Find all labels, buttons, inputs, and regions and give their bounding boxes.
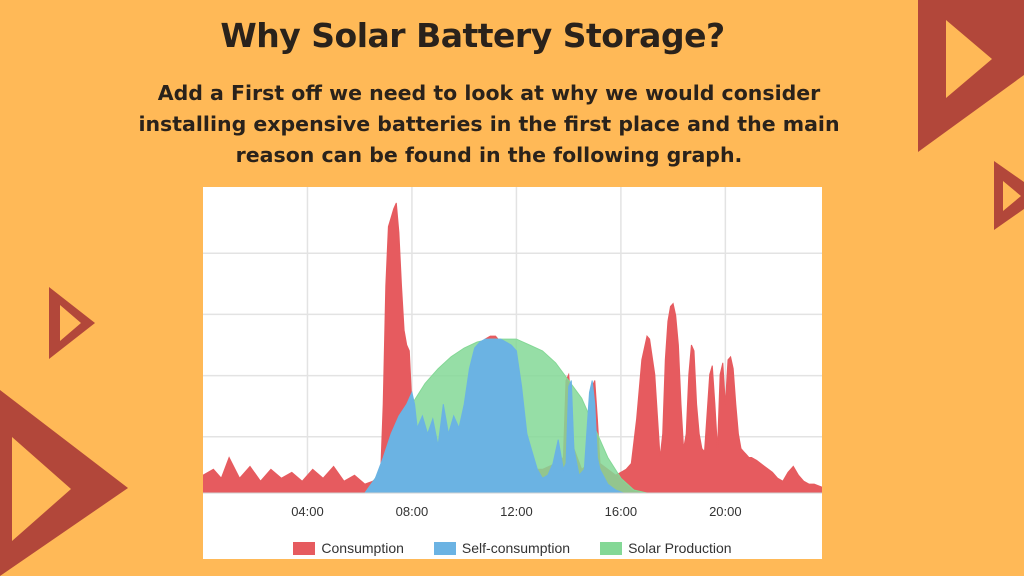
page-title: Why Solar Battery Storage? [220,16,725,55]
x-tick-label: 20:00 [709,504,742,519]
chart-canvas: 04:00 08:00 12:00 16:00 20:00 [203,187,822,519]
legend-swatch [293,541,316,555]
legend-swatch [600,541,623,555]
series-area-self-consumption [363,338,624,494]
x-tick-label: 12:00 [500,504,533,519]
energy-chart: 04:00 08:00 12:00 16:00 20:00 Consumption Sel… [203,187,822,559]
triangle-outline-bottom-left [0,390,128,576]
series-area-consumption [203,202,822,494]
x-tick-label: 16:00 [605,504,638,519]
x-tick-label: 04:00 [291,504,324,519]
page-subtitle: Add a First off we need to look at why w… [138,81,840,167]
x-tick-label: 08:00 [396,504,429,519]
legend-label: Consumption [321,540,404,556]
legend-label: Self-consumption [461,540,571,556]
legend-item[interactable]: Consumption [293,539,404,557]
legend-label: Solar Production [628,540,732,556]
legend-item[interactable]: Self-consumption [433,539,571,557]
triangle-outline-top-right [918,0,1024,152]
triangle-outline-left-small [49,287,95,359]
triangle-outline-right [994,161,1024,230]
chart-legend: Consumption Self-consumption Solar Product… [203,539,822,557]
legend-item[interactable]: Solar Production [600,539,732,557]
legend-swatch [433,541,456,555]
